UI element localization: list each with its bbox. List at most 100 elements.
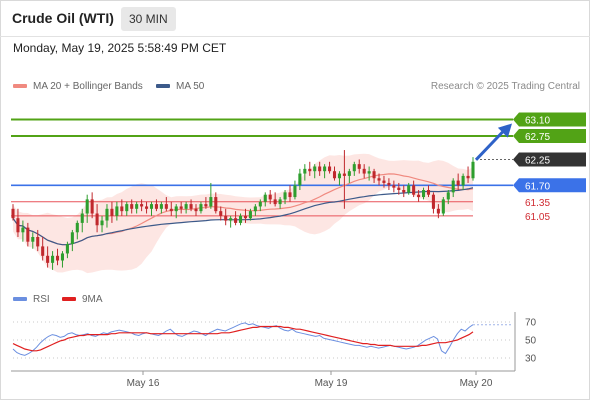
- price-tag-62.75: 62.75: [513, 128, 586, 143]
- legend-ma50: MA 50: [156, 81, 204, 92]
- candle-body: [426, 190, 431, 195]
- candle: [298, 168, 302, 190]
- candle-body: [204, 204, 208, 207]
- candle: [283, 190, 287, 205]
- candle: [179, 201, 183, 214]
- bollinger-bands: [13, 153, 473, 274]
- candle: [115, 201, 119, 221]
- candle: [189, 199, 193, 212]
- candle: [164, 197, 168, 212]
- candle: [219, 206, 223, 221]
- arrow-head-icon: [497, 123, 512, 138]
- candle: [318, 161, 322, 176]
- candle-body: [263, 194, 267, 202]
- candles: [11, 150, 475, 270]
- candle-body: [234, 218, 238, 223]
- candle-body: [446, 192, 450, 200]
- candle: [407, 182, 411, 195]
- candle-body: [461, 175, 465, 186]
- candle-body: [95, 213, 99, 226]
- candle-body: [125, 204, 129, 212]
- candle-body: [278, 199, 282, 205]
- candle-body: [130, 204, 134, 209]
- candle: [303, 164, 307, 181]
- candle-body: [179, 206, 183, 209]
- candle-body: [140, 204, 144, 207]
- price-tag-label: 61.70: [525, 181, 550, 192]
- candle-body: [209, 197, 213, 207]
- candle-body: [149, 204, 154, 209]
- candle-body: [288, 192, 292, 198]
- legend-rsi-ma: 9MA: [62, 294, 103, 305]
- price-tag-bg: [513, 178, 586, 193]
- price-tag-63.10: 63.10: [513, 112, 586, 127]
- candle: [278, 197, 282, 209]
- candle: [466, 166, 470, 183]
- candle-body: [65, 244, 69, 254]
- x-tick-label: May 20: [460, 378, 493, 389]
- x-tick-label: May 19: [315, 378, 348, 389]
- candle-body: [248, 211, 252, 219]
- candle-body: [328, 166, 332, 172]
- candle: [342, 150, 346, 209]
- candle: [36, 229, 40, 252]
- candle: [293, 180, 297, 200]
- candle: [352, 161, 356, 176]
- candle: [263, 192, 267, 207]
- rsi-series-0: [12, 322, 474, 356]
- price-tag-62.25: 62.25: [513, 152, 586, 167]
- candle: [214, 192, 218, 214]
- candle-body: [164, 204, 168, 209]
- candle: [397, 182, 401, 195]
- candle: [248, 208, 252, 221]
- bollinger-band-fill: [13, 153, 473, 274]
- candle: [347, 168, 351, 183]
- candle: [130, 199, 134, 214]
- candle-body: [199, 204, 203, 212]
- candle-body: [273, 199, 277, 205]
- candle: [159, 201, 163, 214]
- candle-body: [219, 211, 223, 216]
- candle: [80, 208, 84, 233]
- copyright: Research © 2025 Trading Central: [430, 81, 580, 92]
- timeframe-badge[interactable]: 30 MIN: [121, 7, 176, 31]
- candle: [174, 204, 178, 219]
- price-tags: 63.10 62.75 62.25 61.70 61.35 61.05: [513, 112, 586, 223]
- candle: [268, 190, 272, 205]
- candle-body: [159, 204, 163, 209]
- candle: [328, 161, 332, 174]
- candle-body: [214, 197, 218, 212]
- candle: [426, 185, 431, 198]
- candle: [90, 192, 94, 219]
- candle-body: [471, 161, 475, 179]
- forecast-arrow: [474, 123, 512, 161]
- candle-body: [422, 190, 426, 198]
- candle: [471, 157, 475, 181]
- candle: [382, 175, 386, 188]
- candle: [120, 199, 124, 216]
- candle-body: [313, 166, 317, 172]
- legend-ma50-label: MA 50: [176, 81, 205, 92]
- candle: [21, 220, 25, 242]
- candle: [169, 201, 173, 216]
- candle-body: [100, 220, 104, 226]
- candle-body: [60, 253, 64, 261]
- candle: [456, 173, 460, 190]
- candle: [125, 201, 129, 216]
- candle-body: [372, 171, 376, 179]
- candle: [451, 178, 455, 198]
- candle: [100, 215, 104, 233]
- candle-body: [169, 208, 173, 212]
- candle: [422, 187, 426, 200]
- candle-body: [90, 199, 94, 214]
- arrow-shaft: [474, 129, 506, 161]
- candle-body: [323, 166, 327, 172]
- candle-body: [194, 208, 198, 212]
- candle-body: [75, 222, 79, 233]
- candle: [105, 204, 109, 228]
- candle: [357, 159, 361, 174]
- candle-body: [258, 201, 262, 207]
- candle: [392, 180, 396, 193]
- candle: [372, 168, 376, 183]
